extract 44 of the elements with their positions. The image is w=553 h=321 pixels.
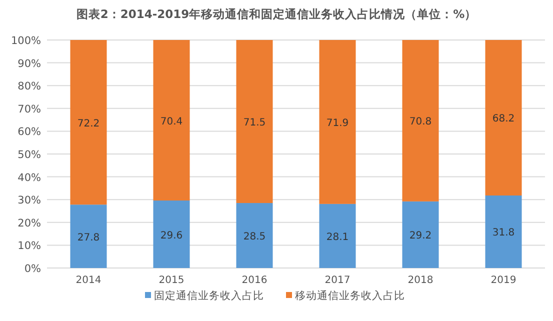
data-label: 70.4 — [160, 116, 183, 128]
bar — [236, 203, 273, 268]
bar — [319, 40, 356, 204]
bar — [402, 201, 439, 268]
data-label: 70.8 — [409, 116, 432, 128]
y-tick-label: 80% — [18, 80, 42, 93]
data-label: 28.1 — [326, 232, 349, 243]
bar — [153, 40, 190, 201]
data-label: 28.5 — [243, 232, 266, 243]
legend-label: 固定通信业务收入占比 — [154, 289, 264, 302]
y-tick-label: 60% — [18, 126, 42, 138]
data-label: 29.2 — [409, 230, 432, 242]
x-tick-label: 2015 — [158, 275, 184, 286]
y-tick-label: 50% — [18, 149, 42, 161]
x-tick-label: 2016 — [242, 275, 268, 286]
data-label: 71.5 — [243, 118, 266, 129]
data-label: 68.2 — [492, 114, 515, 125]
legend-label: 移动通信业务收入占比 — [295, 289, 405, 302]
bar — [70, 40, 107, 205]
data-label: 71.9 — [326, 118, 349, 129]
x-tick-label: 2019 — [490, 275, 516, 286]
bar — [402, 40, 439, 202]
bar — [236, 40, 273, 204]
y-tick-label: 100% — [10, 35, 42, 47]
y-tick-label: 40% — [18, 172, 42, 184]
x-tick-label: 2018 — [408, 275, 434, 286]
bar — [153, 200, 190, 268]
chart-title: 图表2：2014-2019年移动通信和固定通信业务收入占比情况（单位：%） — [76, 7, 477, 21]
bar — [485, 195, 522, 268]
bar — [485, 40, 522, 196]
y-tick-label: 0% — [24, 263, 42, 275]
y-tick-label: 70% — [18, 103, 42, 116]
y-tick-label: 30% — [18, 194, 42, 207]
bar — [319, 204, 356, 268]
data-label: 27.8 — [77, 232, 100, 244]
data-label: 72.2 — [77, 118, 100, 130]
y-tick-label: 90% — [18, 58, 42, 70]
x-tick-label: 2014 — [76, 275, 102, 286]
bar — [70, 204, 107, 268]
data-label: 31.8 — [492, 228, 515, 239]
y-tick-label: 10% — [18, 240, 42, 252]
data-label: 29.6 — [160, 230, 183, 242]
x-tick-label: 2017 — [324, 275, 350, 286]
y-tick-label: 20% — [18, 217, 42, 230]
